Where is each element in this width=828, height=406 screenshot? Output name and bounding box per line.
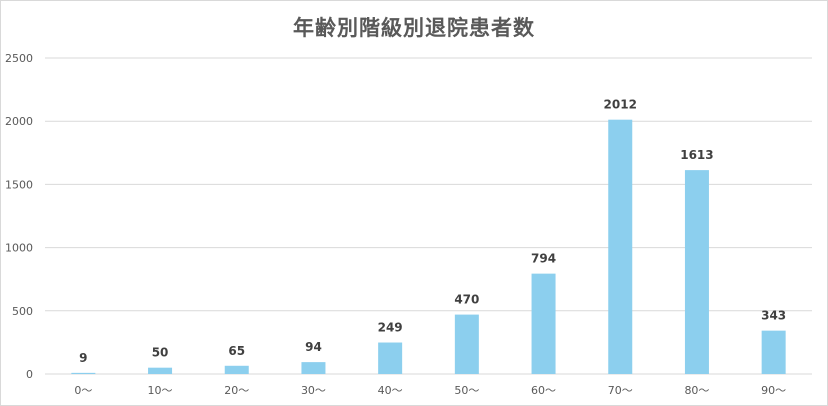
- data-labels: 9 50 65 94 249 470 794 2012 1613 343: [79, 98, 786, 365]
- x-category-label: 40～: [378, 384, 403, 397]
- y-tick-label: 2500: [5, 52, 33, 65]
- bar: [761, 330, 786, 374]
- data-label: 2012: [604, 98, 637, 112]
- chart-title: 年齢別階級別退院患者数: [293, 16, 535, 40]
- data-label: 343: [761, 309, 786, 323]
- y-tick-label: 0: [26, 368, 33, 381]
- x-category-label: 50～: [454, 384, 479, 397]
- y-axis-ticks: 0 500 1000 1500 2000 2500: [5, 52, 33, 381]
- data-label: 9: [79, 351, 87, 365]
- y-tick-label: 1000: [5, 242, 33, 255]
- data-label: 94: [305, 340, 322, 354]
- bar: [224, 365, 249, 374]
- x-category-label: 80～: [684, 384, 709, 397]
- bar: [608, 119, 633, 374]
- data-label: 249: [378, 321, 403, 335]
- data-label: 470: [454, 293, 479, 307]
- bars: [71, 119, 786, 374]
- x-category-label: 70～: [608, 384, 633, 397]
- y-tick-label: 500: [12, 305, 33, 318]
- data-label: 1613: [680, 148, 713, 162]
- x-category-label: 10～: [148, 384, 173, 397]
- data-label: 65: [228, 344, 245, 358]
- gridlines: [45, 57, 812, 375]
- data-label: 794: [531, 252, 556, 266]
- x-category-label: 30～: [301, 384, 326, 397]
- data-label: 50: [152, 346, 169, 360]
- bar: [684, 170, 709, 374]
- bar: [301, 362, 326, 374]
- x-category-label: 0～: [74, 384, 92, 397]
- bar: [531, 273, 556, 374]
- bar: [454, 314, 479, 374]
- x-category-label: 60～: [531, 384, 556, 397]
- y-tick-label: 2000: [5, 115, 33, 128]
- x-category-label: 90～: [761, 384, 786, 397]
- x-axis-categories: 0～ 10～ 20～ 30～ 40～ 50～ 60～ 70～ 80～ 90～: [74, 384, 786, 397]
- bar: [378, 342, 403, 374]
- bar: [71, 372, 96, 374]
- bar: [148, 367, 173, 374]
- y-tick-label: 1500: [5, 178, 33, 191]
- x-category-label: 20～: [224, 384, 249, 397]
